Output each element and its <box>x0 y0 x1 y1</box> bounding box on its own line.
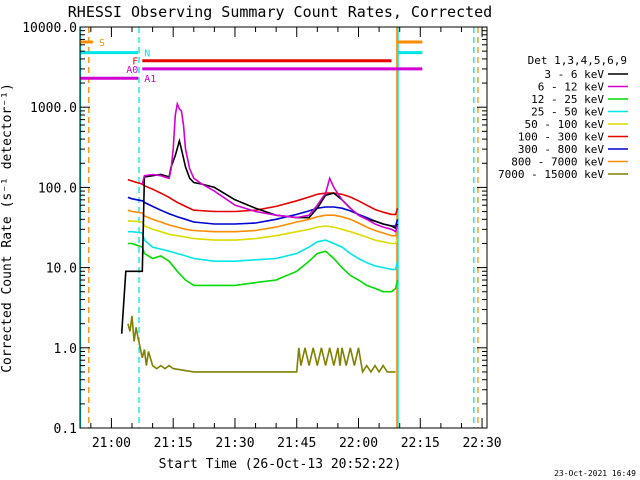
legend-entry-label: 800 - 7000 keV <box>511 156 604 169</box>
y-tick-label: 10000.0 <box>22 21 77 36</box>
y-tick-label: 1.0 <box>54 342 77 357</box>
state-bar-label: F <box>132 57 138 68</box>
x-tick-label: 22:00 <box>339 436 378 451</box>
plot-frame <box>79 26 488 429</box>
x-tick-label: 21:00 <box>92 436 131 451</box>
x-tick-label: 21:15 <box>154 436 193 451</box>
y-tick-label: 1000.0 <box>30 101 77 116</box>
state-bar-label: A0 <box>126 65 138 76</box>
x-tick-label: 22:30 <box>462 436 501 451</box>
series-line <box>127 209 399 237</box>
y-tick-label: 10.0 <box>46 262 77 277</box>
legend-header: Det 1,3,4,5,6,9 <box>528 54 627 67</box>
y-tick-label: 0.1 <box>54 422 77 437</box>
series-line <box>127 220 399 245</box>
series-line <box>127 230 399 271</box>
vertical-marker-lines <box>79 27 479 428</box>
legend-entry-label: 300 - 800 keV <box>518 143 604 156</box>
series-line <box>127 242 399 293</box>
footer-timestamp: 23-Oct-2021 16:49 <box>554 469 636 478</box>
x-tick-label: 21:30 <box>215 436 254 451</box>
legend-entry-label: 3 - 6 keV <box>544 68 604 81</box>
series-line <box>127 178 399 216</box>
chart-title: RHESSI Observing Summary Count Rates, Co… <box>68 3 492 21</box>
x-tick-label: 21:45 <box>277 436 316 451</box>
y-axis: 10000.0 1000.0 100.0 10.0 1.0 0.1 <box>22 21 487 437</box>
y-axis-label: Corrected Count Rate (s⁻¹ detector⁻¹) <box>0 83 15 373</box>
y-tick-label: 100.0 <box>38 181 77 196</box>
state-bar-label: S <box>99 38 105 49</box>
series-line <box>141 101 399 233</box>
legend-entry-label: 100 - 300 keV <box>518 131 604 144</box>
legend-entry-label: 12 - 25 keV <box>531 93 604 106</box>
data-series <box>120 101 399 375</box>
legend-entry-label: 7000 - 15000 keV <box>498 168 604 181</box>
series-line <box>127 315 396 375</box>
x-tick-label: 22:15 <box>401 436 440 451</box>
x-axis: 21:00 21:15 21:30 21:45 22:00 22:15 22:30 <box>90 27 502 451</box>
state-bar-label: N <box>144 49 150 60</box>
x-axis-label: Start Time (26-Oct-13 20:52:22) <box>159 457 402 472</box>
state-bar-label: A1 <box>144 74 156 85</box>
legend-entry-label: 25 - 50 keV <box>531 106 604 119</box>
legend-entry-label: 50 - 100 keV <box>525 118 605 131</box>
legend-entry-label: 6 - 12 keV <box>538 81 605 94</box>
